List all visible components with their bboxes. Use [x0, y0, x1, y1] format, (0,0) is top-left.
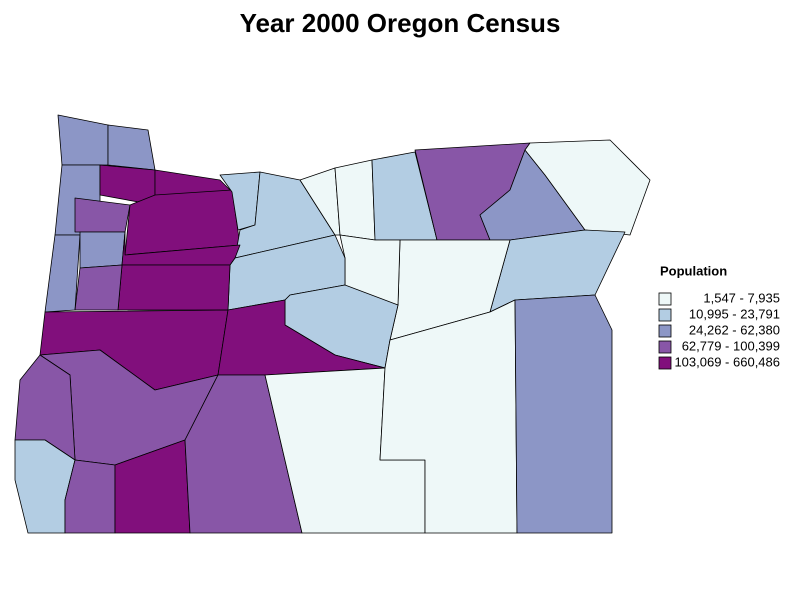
legend-label: 103,069 - 660,486 [674, 354, 780, 369]
legend-label: 10,995 - 23,791 [689, 306, 780, 321]
legend-swatch [658, 356, 672, 370]
county [64, 459, 116, 534]
legend-label: 62,779 - 100,399 [682, 338, 780, 353]
county [514, 294, 613, 534]
county [79, 231, 126, 269]
county [117, 264, 231, 311]
legend-title: Population [660, 263, 727, 278]
legend-swatch [658, 308, 672, 322]
legend-label: 24,262 - 62,380 [689, 322, 780, 337]
county [74, 264, 123, 311]
legend-swatch [658, 292, 672, 306]
county [107, 124, 156, 171]
legend-label: 1,547 - 7,935 [703, 290, 780, 305]
county [334, 159, 376, 241]
counties [14, 114, 651, 534]
county [124, 189, 241, 256]
legend-swatch [658, 340, 672, 354]
map-title: Year 2000 Oregon Census [240, 8, 561, 38]
legend-swatch [658, 324, 672, 338]
